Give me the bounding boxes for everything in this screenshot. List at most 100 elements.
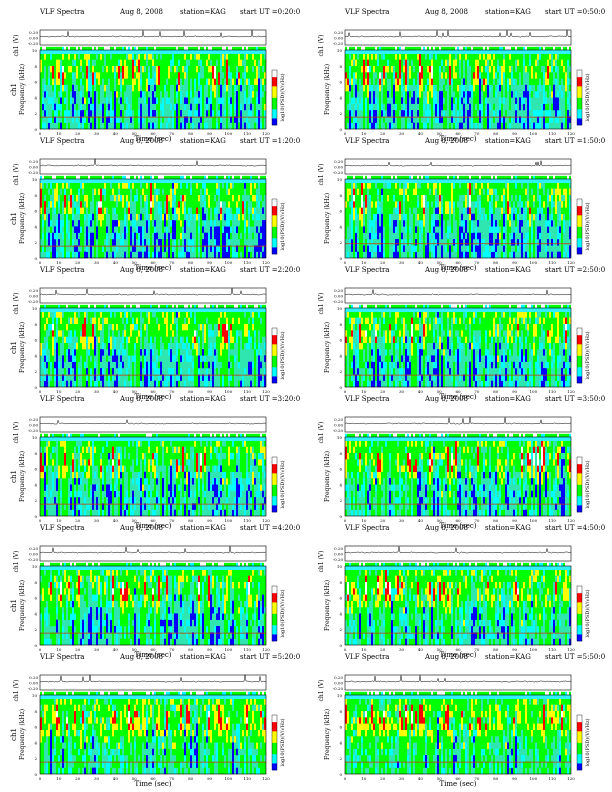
spectrogram-cell [170, 207, 172, 214]
spectrogram-cell [220, 226, 222, 233]
spectrogram-cell [254, 53, 256, 60]
spectrogram-cell [220, 122, 222, 130]
spectrogram-cell [50, 65, 52, 73]
spectrogram-cell [64, 84, 66, 92]
spectrogram-cell [58, 349, 60, 356]
spectrogram-cell [369, 182, 371, 189]
spectrogram-cell [431, 103, 433, 111]
spectrogram-cell [108, 317, 110, 324]
spectrogram-cell [74, 65, 76, 73]
spectrogram-cell [88, 194, 90, 202]
spectrogram-cell [158, 110, 160, 117]
spectrogram-cell [130, 232, 132, 240]
spectrogram-cell [397, 207, 399, 214]
spectrogram-cell [385, 245, 387, 252]
spectrogram-cell [158, 361, 160, 369]
panel-date: Aug 8, 2008 [119, 137, 163, 145]
spectrogram-cell [517, 53, 519, 60]
spectrogram-cell [491, 251, 493, 259]
spectrogram-cell [377, 84, 379, 92]
spectrogram-cell [445, 226, 447, 233]
spectrogram-cell [90, 380, 92, 388]
spectrogram-cell [50, 323, 52, 331]
spectrogram-cell [407, 188, 409, 195]
spectrogram-cell [451, 194, 453, 202]
spectrogram-cell [389, 65, 391, 73]
spectrogram-cell [541, 103, 543, 111]
spectrogram-cell [353, 239, 355, 246]
spectrogram-cell [156, 72, 158, 79]
spectrogram-cell [244, 201, 246, 208]
spectrogram-cell [52, 368, 54, 375]
spectrogram-cell [423, 53, 425, 60]
spectrogram-cell [66, 78, 68, 85]
spectrogram-cell [98, 116, 100, 123]
spectrogram-cell [216, 232, 218, 240]
spectrogram-cell [170, 330, 172, 337]
spectrogram-cell [40, 245, 42, 252]
spectrogram-ylabel: Frequency (kHz) [324, 64, 331, 115]
spectrogram-cell [359, 213, 361, 221]
spectrogram-cell [214, 65, 216, 73]
spectrogram-cell [353, 220, 355, 227]
spectrogram-cell [212, 213, 214, 221]
spectrogram-cell [124, 65, 126, 73]
spectrogram-cell [190, 239, 192, 246]
spectrogram-cell [463, 91, 465, 98]
spectrogram-cell [515, 182, 517, 189]
spectrogram-cell [389, 194, 391, 202]
spectrogram-cell [164, 53, 166, 60]
spectrogram-cell [501, 84, 503, 92]
spectrogram-cell [387, 188, 389, 195]
spectrogram-cell [250, 251, 252, 259]
spectrogram-cell [439, 201, 441, 208]
spectrogram-cell [351, 116, 353, 123]
spectrogram-cell [527, 53, 529, 60]
spectrogram-cell [134, 342, 136, 350]
spectrogram-cell [148, 336, 150, 343]
spectrogram-cell [565, 72, 567, 79]
spectrogram-cell [208, 59, 210, 66]
spectrogram-cell [543, 72, 545, 79]
spectrogram-cell [477, 245, 479, 252]
spectrogram-cell [128, 110, 130, 117]
colorbar-cell [272, 70, 277, 73]
spectrogram-cell [545, 59, 547, 66]
spectrogram-cell [112, 182, 114, 189]
spectrogram-cell [441, 97, 443, 104]
spectrogram-cell [178, 380, 180, 388]
spectrogram-cell [463, 188, 465, 195]
spectrogram-cell [537, 182, 539, 189]
spectrogram-cell [70, 317, 72, 324]
spectrogram-cell [174, 72, 176, 79]
spectrogram-cell [549, 207, 551, 214]
spectrogram-cell [84, 84, 86, 92]
spectrogram-cell [417, 59, 419, 66]
spectrogram-cell [435, 232, 437, 240]
spectrogram-cell [168, 116, 170, 123]
spectrogram-cell [136, 336, 138, 343]
spectrogram-cell [120, 182, 122, 189]
spectrogram-cell [489, 116, 491, 123]
spectrogram-cell [170, 239, 172, 246]
spectrogram-cell [483, 91, 485, 98]
spectrogram-cell [96, 194, 98, 202]
spectrogram-cell [70, 380, 72, 388]
spectrogram-cell [92, 72, 94, 79]
spectrogram-cell [80, 232, 82, 240]
spectrogram-cell [224, 182, 226, 189]
spectrogram-cell [154, 239, 156, 246]
spectrogram-cell [158, 374, 160, 381]
spectrogram-cell [435, 220, 437, 227]
spectrogram-cell [216, 239, 218, 246]
spectrogram-cell [168, 194, 170, 202]
spectrogram-cell [64, 182, 66, 189]
spectrogram-cell [126, 59, 128, 66]
spectrogram-cell [485, 213, 487, 221]
spectrogram-cell [98, 188, 100, 195]
spectrogram-cell [501, 232, 503, 240]
spectrogram-cell [525, 239, 527, 246]
spectrogram-cell [473, 245, 475, 252]
spectrogram-cell [483, 116, 485, 123]
spectrogram-cell [164, 311, 166, 318]
